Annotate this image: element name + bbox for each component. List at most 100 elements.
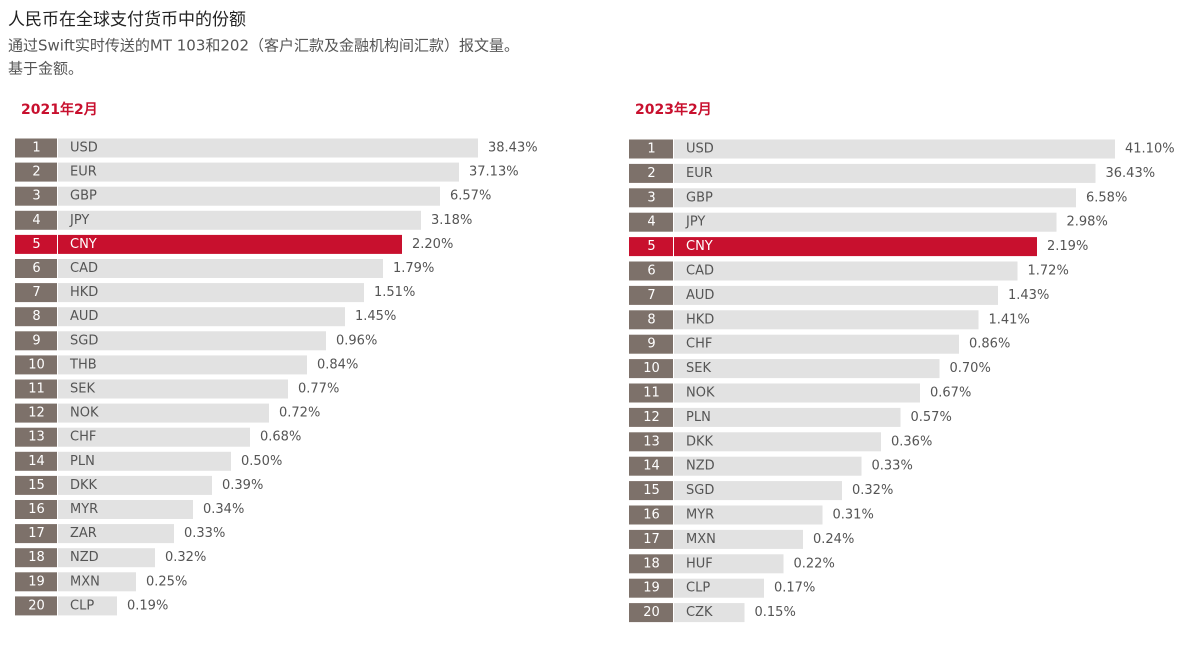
rank: 13 xyxy=(643,434,660,449)
rank: 20 xyxy=(28,598,45,613)
rank: 18 xyxy=(643,556,660,571)
bar xyxy=(674,310,979,330)
share: 0.86% xyxy=(969,337,1010,352)
share: 0.77% xyxy=(298,382,339,397)
rank-box xyxy=(15,475,57,495)
rank-box xyxy=(629,237,673,257)
share: 6.58% xyxy=(1086,190,1127,205)
rank: 1 xyxy=(647,142,655,157)
bar xyxy=(674,432,881,452)
bar xyxy=(58,403,269,423)
share: 0.84% xyxy=(317,357,358,372)
share: 0.32% xyxy=(852,483,893,498)
bar xyxy=(58,596,117,616)
rank: 19 xyxy=(28,574,45,589)
currency: PLN xyxy=(70,454,95,469)
bar xyxy=(58,259,383,278)
rank: 4 xyxy=(647,215,655,230)
rank-box xyxy=(629,407,673,427)
rank-box xyxy=(15,162,57,182)
rank-box xyxy=(15,331,57,351)
bar xyxy=(58,500,193,519)
rank: 2 xyxy=(647,166,655,181)
currency: NOK xyxy=(70,406,99,421)
bar xyxy=(58,524,174,544)
rank: 10 xyxy=(643,361,660,376)
share: 1.72% xyxy=(1028,264,1069,279)
currency: THB xyxy=(69,357,97,372)
currency: ZAR xyxy=(70,526,97,541)
bar xyxy=(58,427,250,447)
rank-box xyxy=(15,403,57,423)
currency: SEK xyxy=(70,382,95,397)
rank-box xyxy=(15,355,57,375)
rank-box xyxy=(15,379,57,399)
rank: 17 xyxy=(28,526,45,541)
rank-box xyxy=(15,234,57,254)
currency: USD xyxy=(686,142,714,157)
bar xyxy=(58,186,440,206)
share: 0.36% xyxy=(891,434,932,449)
rank-box xyxy=(629,383,673,403)
share: 36.43% xyxy=(1106,166,1156,181)
bar xyxy=(674,529,803,549)
share: 0.39% xyxy=(222,478,263,493)
share: 1.43% xyxy=(1008,288,1049,303)
rank-box xyxy=(629,456,673,476)
share: 2.98% xyxy=(1067,215,1108,230)
rank-box xyxy=(15,283,57,303)
share: 0.33% xyxy=(872,459,913,474)
share: 0.50% xyxy=(241,454,282,469)
currency: JPY xyxy=(685,215,705,230)
share: 0.33% xyxy=(184,526,225,541)
bar xyxy=(58,548,155,568)
rank: 6 xyxy=(32,261,40,276)
share: 0.22% xyxy=(794,556,835,571)
bar xyxy=(674,407,901,427)
bar xyxy=(58,379,288,399)
rank: 12 xyxy=(643,410,660,425)
share: 0.24% xyxy=(813,532,854,547)
rank: 17 xyxy=(643,532,660,547)
share: 1.79% xyxy=(393,261,434,276)
currency: MYR xyxy=(686,508,714,523)
currency: MYR xyxy=(70,502,98,517)
rank: 8 xyxy=(647,312,655,327)
rank: 7 xyxy=(647,288,655,303)
panel-title: 2021年2月 xyxy=(21,101,98,118)
rank-box xyxy=(15,524,57,544)
bar xyxy=(58,138,478,158)
currency: CNY xyxy=(686,239,713,254)
bar xyxy=(674,285,998,305)
rank: 11 xyxy=(643,386,660,401)
rank-box xyxy=(15,596,57,616)
bar xyxy=(674,481,842,501)
bar xyxy=(674,212,1057,232)
bar xyxy=(674,505,823,525)
share: 6.57% xyxy=(450,189,491,204)
currency: AUD xyxy=(686,288,714,303)
share: 2.20% xyxy=(412,237,453,252)
rank: 3 xyxy=(32,189,40,204)
currency: NZD xyxy=(70,550,99,565)
share: 3.18% xyxy=(431,213,472,228)
rank-box xyxy=(15,307,57,327)
rank-box xyxy=(15,572,57,592)
share: 0.96% xyxy=(336,333,377,348)
bar xyxy=(674,163,1096,183)
bar xyxy=(674,188,1076,208)
currency: CLP xyxy=(686,581,710,596)
rank-box xyxy=(629,505,673,525)
rank: 16 xyxy=(28,502,45,517)
rank: 4 xyxy=(32,213,40,228)
rank: 13 xyxy=(28,430,45,445)
currency: CAD xyxy=(70,261,98,276)
rank: 14 xyxy=(643,459,660,474)
title: 人民币在全球支付货币中的份额 xyxy=(8,10,246,30)
currency: SEK xyxy=(686,361,711,376)
bar xyxy=(58,572,136,592)
rank: 14 xyxy=(28,454,45,469)
rank-box xyxy=(15,500,57,519)
